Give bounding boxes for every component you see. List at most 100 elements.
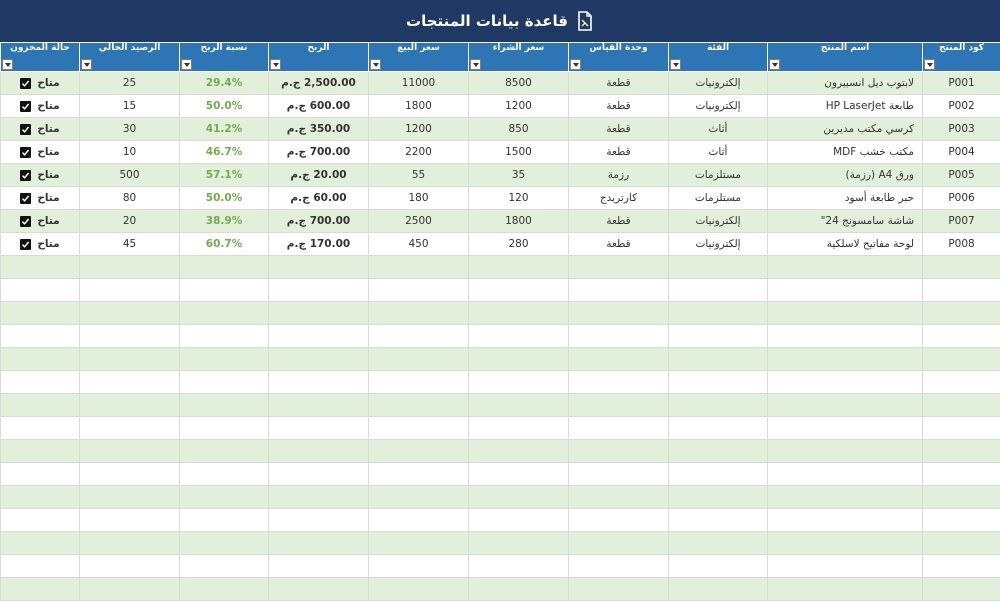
empty-cell[interactable] [179, 301, 269, 325]
empty-row[interactable] [0, 255, 1000, 279]
cell-sell-price[interactable]: 1800 [368, 94, 469, 118]
empty-cell[interactable] [468, 485, 569, 509]
empty-cell[interactable] [568, 508, 669, 532]
cell-sell-price[interactable]: 180 [368, 186, 469, 210]
cell-category[interactable]: مستلزمات [668, 163, 768, 187]
cell-product-code[interactable]: P006 [922, 186, 1000, 210]
empty-cell[interactable] [668, 347, 768, 371]
empty-cell[interactable] [468, 462, 569, 486]
empty-cell[interactable] [368, 462, 469, 486]
empty-cell[interactable] [368, 370, 469, 394]
empty-cell[interactable] [668, 301, 768, 325]
empty-cell[interactable] [368, 416, 469, 440]
cell-current-stock[interactable]: 45 [79, 232, 180, 256]
empty-cell[interactable] [79, 324, 180, 348]
cell-stock-status[interactable]: متاح [0, 186, 80, 210]
table-row[interactable]: P005 ورق A4 (رزمة) مستلزمات رزمة 35 55 20.00 ج… [0, 163, 1000, 187]
cell-sell-price[interactable]: 2200 [368, 140, 469, 164]
cell-stock-status[interactable]: متاح [0, 163, 80, 187]
empty-cell[interactable] [79, 416, 180, 440]
cell-category[interactable]: أثاث [668, 140, 768, 164]
empty-cell[interactable] [268, 347, 369, 371]
empty-cell[interactable] [368, 485, 469, 509]
filter-dropdown-icon[interactable] [924, 59, 935, 70]
empty-cell[interactable] [568, 554, 669, 578]
empty-cell[interactable] [0, 370, 80, 394]
empty-row[interactable] [0, 508, 1000, 532]
table-row[interactable]: P006 حبر طابعة أسود مستلزمات كارتريدج 120 180… [0, 186, 1000, 210]
empty-cell[interactable] [368, 531, 469, 555]
empty-cell[interactable] [568, 393, 669, 417]
cell-profit-percent[interactable]: 46.7% [179, 140, 269, 164]
cell-product-name[interactable]: كرسي مكتب مديرين [767, 117, 923, 141]
empty-cell[interactable] [268, 301, 369, 325]
empty-cell[interactable] [922, 508, 1000, 532]
cell-product-code[interactable]: P007 [922, 209, 1000, 233]
empty-row[interactable] [0, 393, 1000, 417]
empty-cell[interactable] [468, 278, 569, 302]
empty-cell[interactable] [79, 462, 180, 486]
empty-cell[interactable] [767, 416, 923, 440]
empty-cell[interactable] [668, 554, 768, 578]
cell-profit[interactable]: 2,500.00 ج.م [268, 71, 369, 95]
empty-cell[interactable] [0, 508, 80, 532]
cell-unit[interactable]: قطعة [568, 117, 669, 141]
table-row[interactable]: P003 كرسي مكتب مديرين أثاث قطعة 850 1200 350.0… [0, 117, 1000, 141]
empty-cell[interactable] [0, 531, 80, 555]
cell-product-name[interactable]: حبر طابعة أسود [767, 186, 923, 210]
empty-cell[interactable] [568, 324, 669, 348]
empty-cell[interactable] [268, 439, 369, 463]
empty-row[interactable] [0, 347, 1000, 371]
empty-cell[interactable] [79, 577, 180, 601]
empty-row[interactable] [0, 462, 1000, 486]
cell-sell-price[interactable]: 2500 [368, 209, 469, 233]
empty-cell[interactable] [767, 531, 923, 555]
empty-cell[interactable] [922, 554, 1000, 578]
empty-cell[interactable] [468, 301, 569, 325]
empty-cell[interactable] [0, 416, 80, 440]
empty-cell[interactable] [922, 301, 1000, 325]
empty-row[interactable] [0, 485, 1000, 509]
cell-profit[interactable]: 700.00 ج.م [268, 209, 369, 233]
empty-cell[interactable] [668, 485, 768, 509]
filter-dropdown-icon[interactable] [2, 59, 13, 70]
cell-current-stock[interactable]: 500 [79, 163, 180, 187]
empty-cell[interactable] [268, 370, 369, 394]
empty-cell[interactable] [79, 393, 180, 417]
filter-dropdown-icon[interactable] [370, 59, 381, 70]
cell-profit[interactable]: 20.00 ج.م [268, 163, 369, 187]
empty-cell[interactable] [568, 278, 669, 302]
cell-category[interactable]: إلكترونيات [668, 71, 768, 95]
cell-profit[interactable]: 170.00 ج.م [268, 232, 369, 256]
empty-row[interactable] [0, 324, 1000, 348]
cell-buy-price[interactable]: 8500 [468, 71, 569, 95]
empty-cell[interactable] [922, 370, 1000, 394]
empty-cell[interactable] [179, 577, 269, 601]
cell-product-code[interactable]: P003 [922, 117, 1000, 141]
cell-unit[interactable]: كارتريدج [568, 186, 669, 210]
empty-cell[interactable] [568, 347, 669, 371]
cell-unit[interactable]: قطعة [568, 209, 669, 233]
empty-cell[interactable] [268, 485, 369, 509]
empty-row[interactable] [0, 278, 1000, 302]
cell-stock-status[interactable]: متاح [0, 71, 80, 95]
cell-profit-percent[interactable]: 57.1% [179, 163, 269, 187]
cell-buy-price[interactable]: 1800 [468, 209, 569, 233]
cell-category[interactable]: مستلزمات [668, 186, 768, 210]
empty-cell[interactable] [767, 278, 923, 302]
empty-cell[interactable] [268, 577, 369, 601]
cell-product-name[interactable]: لوحة مفاتيح لاسلكية [767, 232, 923, 256]
empty-cell[interactable] [79, 554, 180, 578]
cell-profit-percent[interactable]: 60.7% [179, 232, 269, 256]
empty-cell[interactable] [668, 531, 768, 555]
filter-dropdown-icon[interactable] [81, 59, 92, 70]
empty-cell[interactable] [368, 508, 469, 532]
cell-sell-price[interactable]: 450 [368, 232, 469, 256]
cell-stock-status[interactable]: متاح [0, 94, 80, 118]
empty-cell[interactable] [668, 370, 768, 394]
empty-row[interactable] [0, 439, 1000, 463]
empty-cell[interactable] [79, 370, 180, 394]
empty-cell[interactable] [568, 462, 669, 486]
cell-product-name[interactable]: مكتب خشب MDF [767, 140, 923, 164]
cell-profit-percent[interactable]: 41.2% [179, 117, 269, 141]
